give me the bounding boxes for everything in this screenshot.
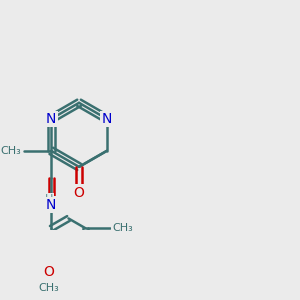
Text: CH₃: CH₃ bbox=[1, 146, 22, 156]
Text: CH₃: CH₃ bbox=[38, 283, 59, 293]
Text: O: O bbox=[43, 265, 54, 279]
Text: N: N bbox=[46, 198, 56, 212]
Text: O: O bbox=[74, 185, 85, 200]
Text: methoxy: methoxy bbox=[49, 287, 55, 288]
Text: O: O bbox=[46, 197, 57, 211]
Text: methoxy: methoxy bbox=[46, 288, 52, 289]
Text: N: N bbox=[46, 112, 56, 126]
Text: CH₃: CH₃ bbox=[112, 224, 133, 233]
Text: N: N bbox=[102, 112, 112, 126]
Text: H: H bbox=[44, 194, 53, 204]
